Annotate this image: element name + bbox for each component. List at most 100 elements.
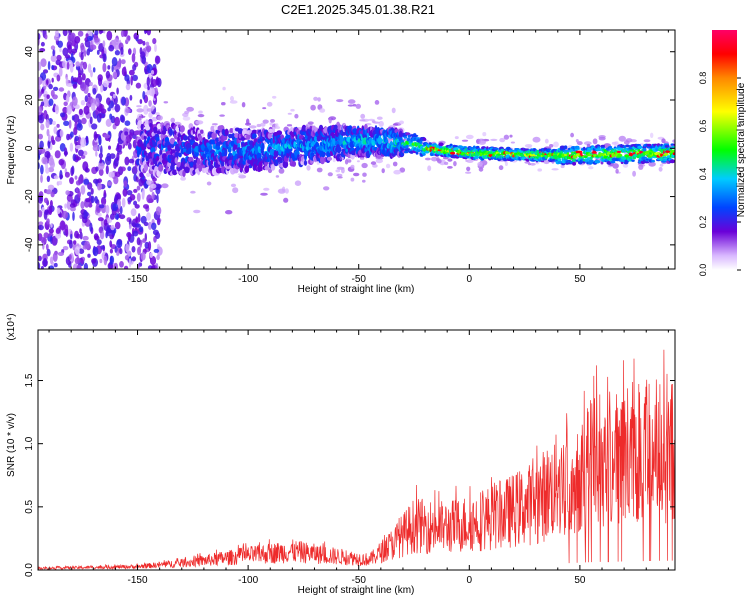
heatmap-cell (189, 162, 194, 167)
heatmap-cell (399, 120, 404, 125)
heatmap-cell (644, 161, 650, 164)
heatmap-cell (116, 87, 119, 95)
colorbar-label: Normalized spectral amplitude (736, 82, 747, 217)
heatmap-cell (75, 156, 82, 161)
heatmap-cell (136, 192, 141, 202)
heatmap-cell (136, 185, 141, 191)
heatmap-cell (56, 123, 60, 128)
heatmap-cell (94, 97, 100, 107)
x-tick-label: 50 (574, 575, 586, 586)
heatmap-cell (170, 117, 175, 123)
heatmap-cell (184, 166, 190, 174)
colorbar-ticks: 0.0 0.2 0.4 0.6 0.8 (698, 72, 741, 276)
heatmap-cell (170, 148, 173, 156)
heatmap-cell (89, 222, 93, 232)
heatmap-cell (56, 54, 62, 61)
heatmap-cell (374, 100, 380, 105)
heatmap-cell (659, 153, 664, 157)
heatmap-cell (148, 100, 152, 107)
heatmap-cell (128, 223, 132, 230)
heatmap-cell (38, 203, 41, 212)
heatmap-cell (310, 104, 316, 111)
heatmap-cell (219, 114, 225, 117)
heatmap-cell (412, 134, 419, 138)
heatmap-cell (154, 44, 157, 52)
heatmap-cell (617, 153, 623, 157)
heatmap-cell (119, 261, 124, 268)
spectrogram-panel: -150 -100 -50 0 50 -40 -20 0 20 40 Height of stra… (6, 29, 676, 295)
heatmap-cell (143, 104, 149, 115)
heatmap-cell (114, 104, 121, 113)
x-tick-label: -150 (128, 274, 148, 285)
heatmap-cell (98, 162, 105, 170)
colorbar: 0.0 0.2 0.4 0.6 0.8 Normalized spectral ampl… (698, 30, 747, 276)
heatmap-cell (423, 137, 427, 141)
spectrogram-axes: -150 -100 -50 0 50 -40 -20 0 20 40 (24, 30, 675, 285)
heatmap-cell (128, 258, 132, 268)
heatmap-cell (474, 155, 479, 159)
heatmap-cell (57, 251, 64, 256)
heatmap-cell (81, 117, 87, 125)
heatmap-cell (153, 248, 160, 253)
x-tick-label: 0 (467, 274, 473, 285)
heatmap-cell (116, 142, 120, 150)
heatmap-cell (570, 132, 574, 138)
heatmap-cell (267, 168, 273, 174)
heatmap-cell (453, 145, 459, 148)
y-tick-label: 1.5 (24, 373, 35, 387)
heatmap-cell (43, 232, 49, 239)
heatmap-cell (76, 123, 83, 131)
heatmap-cell (90, 195, 95, 204)
heatmap-cell (52, 120, 56, 126)
heatmap-cell (69, 254, 72, 260)
heatmap-cell (146, 179, 152, 185)
heatmap-cell (138, 139, 143, 145)
heatmap-cell (229, 128, 233, 133)
heatmap-cell (129, 194, 136, 201)
heatmap-cell (224, 148, 228, 157)
heatmap-cell (134, 130, 141, 136)
heatmap-cell (73, 114, 80, 123)
heatmap-cell (38, 191, 44, 198)
heatmap-cell (182, 135, 189, 141)
heatmap-cell (192, 142, 199, 148)
heatmap-cell (54, 30, 59, 38)
heatmap-cell (78, 176, 82, 185)
heatmap-cell (59, 174, 64, 180)
heatmap-cell (560, 164, 565, 169)
heatmap-cell (38, 210, 43, 218)
heatmap-cell (669, 159, 675, 164)
heatmap-cell (63, 101, 68, 107)
heatmap-cell (74, 175, 78, 180)
heatmap-cell (146, 45, 152, 53)
heatmap-cell (46, 175, 51, 182)
heatmap-cell (72, 77, 78, 83)
heatmap-cell (260, 166, 263, 171)
colorbar-tick-label: 0.6 (698, 120, 708, 133)
heatmap-cell (48, 98, 54, 106)
heatmap-cell (99, 258, 103, 264)
snr-series-line (38, 349, 675, 570)
heatmap-cell (139, 226, 144, 233)
heatmap-cell (215, 145, 221, 151)
heatmap-cell (149, 122, 153, 128)
heatmap-cell (44, 209, 49, 216)
heatmap-cell (74, 246, 80, 256)
heatmap-cell (77, 30, 84, 37)
heatmap-cell (151, 191, 155, 200)
heatmap-cell (360, 113, 366, 119)
heatmap-cell (116, 60, 121, 70)
heatmap-cell (672, 143, 675, 146)
heatmap-cell (113, 176, 119, 185)
heatmap-cell (237, 128, 244, 135)
heatmap-cell (188, 147, 192, 155)
snr-panel: -150 -100 -50 0 50 0.0 0.5 1.0 1.5 Height of str… (6, 313, 676, 596)
heatmap-cell (98, 77, 103, 87)
heatmap-cell (48, 232, 54, 237)
heatmap-cell (40, 236, 47, 244)
heatmap-cell (54, 150, 61, 159)
heatmap-cell (80, 201, 85, 210)
heatmap-cell (375, 158, 383, 164)
heatmap-cell (466, 166, 471, 172)
heatmap-cell (59, 47, 62, 53)
